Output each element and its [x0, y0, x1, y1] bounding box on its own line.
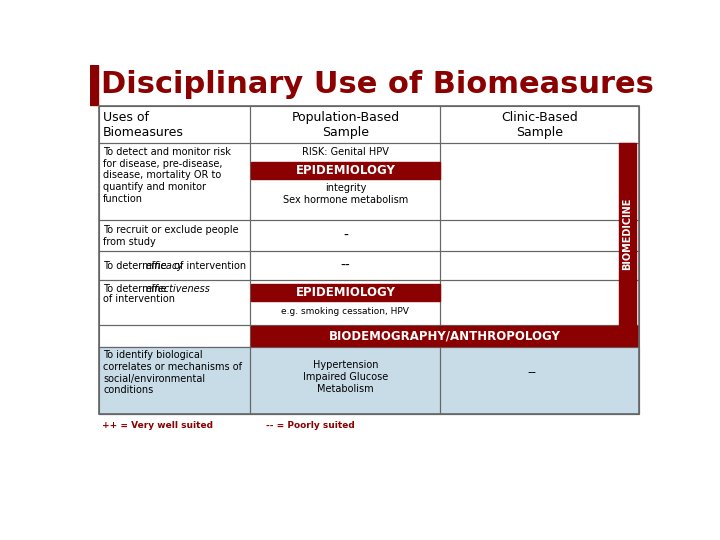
Bar — [251, 106, 441, 143]
Bar — [441, 280, 639, 325]
Text: Population-Based
Sample: Population-Based Sample — [292, 111, 400, 139]
Bar — [251, 162, 439, 179]
Bar — [251, 325, 441, 347]
Text: BIODEMOGRAPHY/ANTHROPOLOGY: BIODEMOGRAPHY/ANTHROPOLOGY — [328, 329, 560, 342]
Bar — [251, 326, 638, 346]
Bar — [251, 143, 441, 220]
Text: Uses of
Biomeasures: Uses of Biomeasures — [103, 111, 184, 139]
Text: of intervention: of intervention — [171, 261, 246, 271]
Bar — [99, 347, 639, 414]
Bar — [441, 325, 639, 347]
Text: To identify biological
correlates or mechanisms of
social/environmental
conditio: To identify biological correlates or mec… — [103, 350, 242, 395]
Bar — [441, 143, 639, 220]
Bar — [99, 280, 251, 325]
Bar — [251, 280, 441, 325]
Text: Hypertension
Impaired Glucose
Metabolism: Hypertension Impaired Glucose Metabolism — [302, 361, 388, 394]
Text: EPIDEMIOLOGY: EPIDEMIOLOGY — [295, 164, 395, 177]
Bar — [441, 347, 639, 414]
Text: Disciplinary Use of Biomeasures: Disciplinary Use of Biomeasures — [101, 70, 654, 99]
Bar — [99, 220, 251, 251]
Text: To determine: To determine — [103, 261, 170, 271]
Text: To detect and monitor risk
for disease, pre-disease,
disease, mortality OR to
qu: To detect and monitor risk for disease, … — [103, 147, 231, 204]
Text: ++ = Very well suited: ++ = Very well suited — [102, 421, 213, 429]
Bar — [90, 65, 648, 105]
Bar — [251, 284, 439, 301]
Text: integrity
Sex hormone metabolism: integrity Sex hormone metabolism — [283, 184, 408, 205]
Text: --: -- — [341, 259, 350, 273]
Text: To determine: To determine — [103, 284, 170, 294]
Text: BIOMEDICINE: BIOMEDICINE — [622, 198, 632, 271]
Bar — [99, 251, 251, 280]
Text: effectiveness: effectiveness — [145, 284, 211, 294]
Text: e.g. smoking cessation, HPV: e.g. smoking cessation, HPV — [282, 307, 409, 315]
Bar — [441, 251, 639, 280]
Bar — [618, 143, 636, 325]
Bar — [251, 220, 441, 251]
Bar — [99, 325, 251, 347]
Text: efficacy: efficacy — [145, 261, 184, 271]
Bar — [90, 65, 98, 105]
Text: To recruit or exclude people
from study: To recruit or exclude people from study — [103, 225, 239, 247]
Text: --: -- — [527, 366, 536, 379]
Bar — [99, 106, 639, 414]
Bar — [99, 347, 251, 414]
Text: RISK: Genital HPV: RISK: Genital HPV — [302, 147, 389, 157]
Text: -: - — [343, 229, 348, 243]
Bar — [99, 143, 251, 220]
Text: Clinic-Based
Sample: Clinic-Based Sample — [501, 111, 578, 139]
Bar — [251, 251, 441, 280]
Bar — [251, 347, 441, 414]
Text: EPIDEMIOLOGY: EPIDEMIOLOGY — [295, 286, 395, 299]
Text: -- = Poorly suited: -- = Poorly suited — [266, 421, 355, 429]
Bar — [99, 106, 251, 143]
Bar — [441, 106, 639, 143]
Text: of intervention: of intervention — [103, 294, 175, 304]
Bar — [441, 220, 639, 251]
